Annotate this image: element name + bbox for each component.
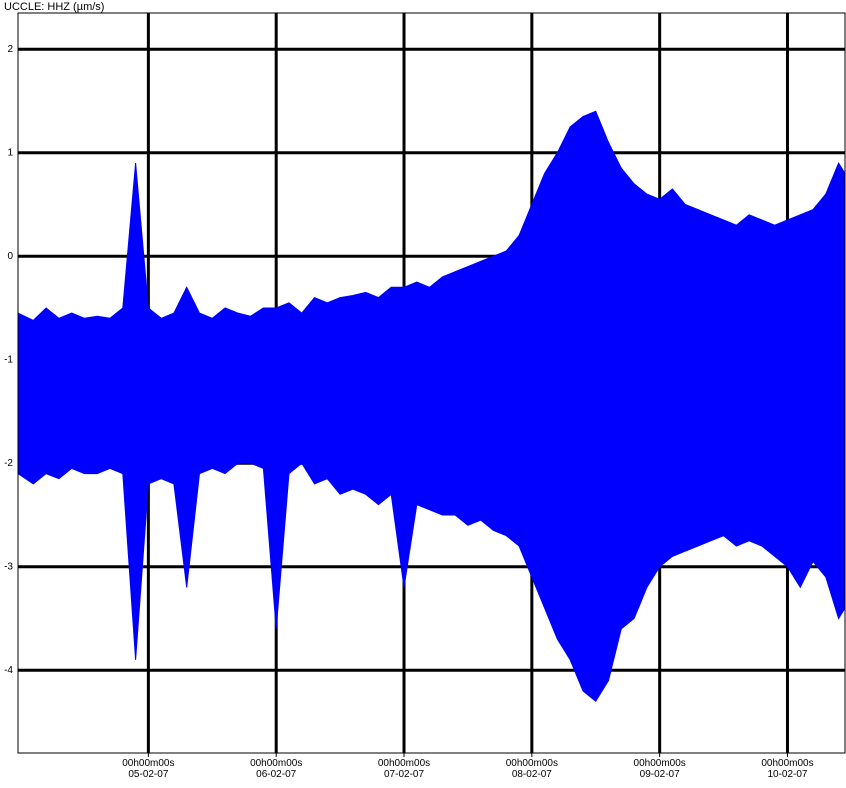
y-tick-label: 0: [7, 251, 13, 262]
x-tick-label: 05-02-07: [128, 769, 168, 780]
y-tick-label: 1: [7, 148, 13, 159]
x-tick-time-label: 00h00m00s: [761, 758, 813, 769]
x-tick-time-label: 00h00m00s: [506, 758, 558, 769]
x-tick-time-label: 00h00m00s: [250, 758, 302, 769]
x-tick-label: 08-02-07: [512, 769, 552, 780]
x-tick-label: 10-02-07: [767, 769, 807, 780]
y-tick-label: 2: [7, 44, 13, 55]
x-tick-time-label: 00h00m00s: [378, 758, 430, 769]
chart-title: UCCLE: HHZ (µm/s): [4, 1, 104, 13]
x-tick-time-label: 00h00m00s: [634, 758, 686, 769]
y-tick-label: -4: [4, 665, 13, 676]
x-tick-label: 07-02-07: [384, 769, 424, 780]
y-tick-label: -3: [4, 562, 13, 573]
x-tick-label: 09-02-07: [640, 769, 680, 780]
plot-border: [17, 12, 846, 754]
y-tick-label: -2: [4, 458, 13, 469]
y-tick-label: -1: [4, 355, 13, 366]
x-tick-label: 06-02-07: [256, 769, 296, 780]
x-tick-time-label: 00h00m00s: [122, 758, 174, 769]
